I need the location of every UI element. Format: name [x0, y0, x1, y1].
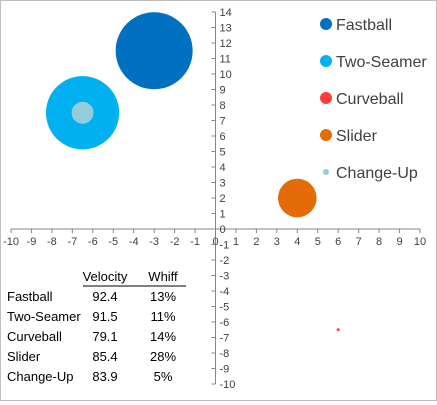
x-tick-label: 4	[294, 236, 300, 248]
y-tick-label: -4	[220, 286, 230, 298]
x-tick-label: 10	[414, 236, 426, 248]
y-tick-label: -10	[220, 379, 236, 391]
x-tick-label: 6	[335, 236, 341, 248]
legend: Fastball Two-Seamer Curveball Slider Change-…	[320, 17, 427, 182]
bubble-slider	[278, 178, 317, 218]
x-tick-label: 3	[274, 236, 280, 248]
y-tick-label: 1	[220, 209, 226, 221]
y-tick-label: -8	[220, 348, 230, 360]
legend-marker	[320, 129, 332, 141]
y-tick-label: 0	[220, 224, 226, 236]
y-tick-label: 12	[220, 38, 232, 50]
y-tick-label: -1	[220, 240, 230, 252]
bubbles	[45, 12, 340, 332]
x-tick-label: -10	[3, 236, 19, 248]
x-tick-label: -6	[88, 236, 98, 248]
y-tick-label: 13	[220, 23, 232, 35]
bubble-fastball	[115, 12, 193, 90]
y-tick-label: 5	[220, 147, 226, 159]
table-cell: 85.4	[92, 349, 117, 364]
table-header: Velocity	[83, 269, 128, 284]
bubble-change-up	[71, 101, 94, 124]
x-tick-label: 0	[212, 236, 218, 248]
x-tick-label: -2	[170, 236, 180, 248]
table-cell: 83.9	[92, 369, 117, 384]
y-tick-label: -6	[220, 317, 230, 329]
bubble-curveball	[336, 328, 340, 332]
table-cell: Two-Seamer	[7, 309, 81, 324]
y-tick-label: 7	[220, 116, 226, 128]
legend-label: Fastball	[336, 17, 392, 34]
table-cell: 11%	[150, 309, 175, 324]
x-tick-label: 9	[396, 236, 402, 248]
y-tick-label: -2	[220, 255, 230, 267]
y-tick-label: 4	[220, 162, 226, 174]
x-tick-label: -9	[27, 236, 37, 248]
y-tick-label: -7	[220, 333, 230, 345]
legend-label: Two-Seamer	[336, 54, 427, 71]
x-tick-label: -7	[67, 236, 77, 248]
legend-marker	[323, 169, 329, 175]
x-tick-label: -5	[108, 236, 118, 248]
x-tick-label: 7	[356, 236, 362, 248]
legend-label: Change-Up	[336, 165, 418, 182]
x-tick-label: -4	[129, 236, 139, 248]
table-cell: Curveball	[7, 329, 62, 344]
y-tick-label: -9	[220, 364, 230, 376]
y-tick-label: -3	[220, 271, 230, 283]
table-cell: Fastball	[7, 289, 53, 304]
x-tick-label: 8	[376, 236, 382, 248]
x-tick-label: -1	[190, 236, 200, 248]
x-tick-label: 2	[253, 236, 259, 248]
y-tick-label: 8	[220, 100, 226, 112]
axes: -10 -9 -8 -7 -6 -5 -4 -3 -2 -1 0 1 2 3 4 5 6 7 8 9 10-10-9-8…	[3, 7, 426, 391]
table-cell: 13%	[150, 289, 176, 304]
y-tick-label: 10	[220, 69, 232, 81]
table-cell: 91.5	[92, 309, 117, 324]
stats-table: Velocity Whiff Fastball 92.4 13% Two-Seamer 91…	[7, 269, 186, 384]
y-tick-label: 6	[220, 131, 226, 143]
y-tick-label: 3	[220, 178, 226, 190]
table-cell: 92.4	[92, 289, 117, 304]
table-cell: 28%	[150, 349, 176, 364]
x-tick-label: -3	[149, 236, 159, 248]
table-header: Whiff	[148, 269, 178, 284]
table-cell: Change-Up	[7, 369, 74, 384]
legend-label: Slider	[336, 128, 378, 145]
table-cell: 5%	[154, 369, 173, 384]
y-tick-label: 9	[220, 85, 226, 97]
legend-marker	[320, 18, 332, 30]
table-cell: 79.1	[92, 329, 117, 344]
table-cell: 14%	[150, 329, 176, 344]
x-tick-label: 5	[315, 236, 321, 248]
x-tick-label: 1	[233, 236, 239, 248]
x-tick-label: -8	[47, 236, 57, 248]
y-tick-label: -5	[220, 302, 230, 314]
legend-label: Curveball	[336, 91, 404, 108]
y-tick-label: 14	[220, 7, 232, 19]
table-cell: Slider	[7, 349, 41, 364]
legend-marker	[320, 55, 332, 67]
y-tick-label: 2	[220, 193, 226, 205]
legend-marker	[320, 92, 332, 104]
y-tick-label: 11	[220, 54, 231, 66]
